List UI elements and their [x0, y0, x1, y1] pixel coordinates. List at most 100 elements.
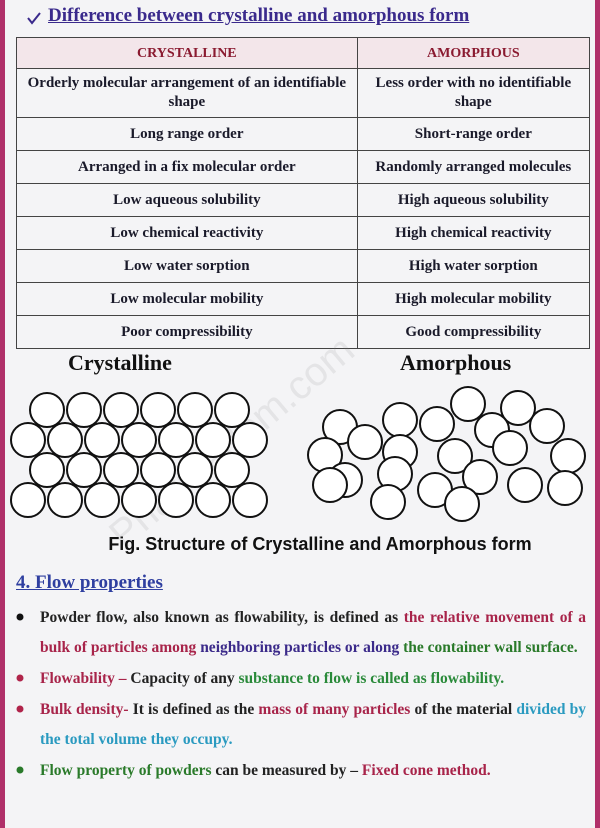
table-header: AMORPHOUS — [356, 37, 591, 69]
table-row: Arranged in a fix molecular order Randoml… — [16, 150, 591, 184]
bullet-dot-shape — [16, 705, 24, 713]
table-row: Long range order Short-range order — [16, 117, 591, 151]
molecule — [29, 452, 65, 488]
figure-label: Amorphous — [400, 350, 512, 375]
molecule — [84, 482, 120, 518]
bullet-text: mass of many particles — [258, 701, 415, 718]
molecule — [232, 422, 268, 458]
molecule — [66, 452, 102, 488]
molecule — [444, 486, 480, 522]
table-cell: High molecular mobility — [356, 282, 591, 316]
molecule — [140, 452, 176, 488]
molecule — [450, 386, 486, 422]
structure-figure — [10, 386, 586, 522]
table-row: Low water sorption High water sorption — [16, 249, 591, 283]
molecule — [370, 484, 406, 520]
molecule — [492, 430, 528, 466]
molecule — [382, 402, 418, 438]
comparison-table: CRYSTALLINE AMORPHOUS Orderly molecular … — [16, 37, 591, 349]
molecule — [462, 459, 498, 495]
molecule — [507, 467, 543, 503]
table-cell: High chemical reactivity — [356, 216, 591, 250]
bullet-item: Flowability – Capacity of any substance … — [16, 664, 586, 694]
bullet-dot — [16, 705, 24, 713]
molecule — [158, 422, 194, 458]
table-row: Low aqueous solubility High aqueous solub… — [16, 183, 591, 217]
check-icon — [27, 12, 41, 25]
molecule — [47, 482, 83, 518]
table-cell: High aqueous solubility — [356, 183, 591, 217]
molecule — [214, 392, 250, 428]
molecule — [10, 482, 46, 518]
molecule — [500, 390, 536, 426]
molecule — [140, 392, 176, 428]
bullet-text: the container wall surface. — [403, 639, 578, 656]
table-cell: Orderly molecular arrangement of an iden… — [16, 68, 358, 118]
table-cell: Less order with no identifiable shape — [356, 68, 591, 118]
bullet-text: Powder flow, also known as flowability, … — [40, 609, 404, 626]
table-cell: Good compressibility — [356, 315, 591, 349]
bullet-dot-shape — [16, 674, 24, 682]
molecule — [214, 452, 250, 488]
molecule — [195, 482, 231, 518]
bullet-dot-shape — [16, 766, 24, 774]
bullet-dot — [16, 613, 24, 621]
bullet-text: It is defined as the — [132, 701, 259, 718]
molecule — [121, 422, 157, 458]
molecule — [121, 482, 157, 518]
molecule — [103, 392, 139, 428]
molecule — [84, 422, 120, 458]
bullet-text: Bulk density- — [40, 701, 133, 718]
molecule — [529, 408, 565, 444]
table-cell: Low water sorption — [16, 249, 358, 283]
table-cell: High water sorption — [356, 249, 591, 283]
section-title-text: 4. Flow properties — [16, 572, 163, 593]
table-cell: Low chemical reactivity — [16, 216, 358, 250]
molecule — [47, 422, 83, 458]
bullet-text: of the material — [414, 701, 517, 718]
molecule — [547, 470, 583, 506]
figure-label: Crystalline — [68, 350, 172, 375]
table-cell: Long range order — [16, 117, 358, 151]
table-cell: Poor compressibility — [16, 315, 358, 349]
bullet-dot — [16, 674, 24, 682]
molecule — [195, 422, 231, 458]
bullet-text: Flow property of powders — [40, 762, 216, 779]
bullet-text: neighboring particles or along — [200, 639, 404, 656]
molecule — [10, 422, 46, 458]
table-cell: Randomly arranged molecules — [356, 150, 591, 184]
page-title: Difference between crystalline and amorp… — [48, 5, 470, 26]
bullet-text: substance to flow is called as flowabili… — [238, 670, 505, 687]
molecule — [29, 392, 65, 428]
molecule — [437, 438, 473, 474]
molecule — [66, 392, 102, 428]
bullet-text: Flowability – — [40, 670, 131, 687]
bullet-text: Fixed cone method. — [361, 762, 491, 779]
figure-caption: Fig. Structure of Crystalline and Amorph… — [108, 534, 532, 554]
bullet-text: Capacity of any — [130, 670, 239, 687]
molecule — [550, 438, 586, 474]
bullet-item: Bulk density- It is defined as the mass … — [16, 695, 586, 755]
table-row: Orderly molecular arrangement of an iden… — [16, 68, 591, 118]
bullet-dot — [16, 766, 24, 774]
molecule — [232, 482, 268, 518]
bullet-list: Powder flow, also known as flowability, … — [16, 603, 586, 787]
molecule — [158, 482, 194, 518]
bullet-dot-shape — [16, 613, 24, 621]
table-header: CRYSTALLINE — [16, 37, 358, 69]
molecule — [177, 452, 213, 488]
molecule — [177, 392, 213, 428]
table-cell: Short-range order — [356, 117, 591, 151]
bullet-text: can be measured by – — [215, 762, 362, 779]
table-row: Low chemical reactivity High chemical rea… — [16, 216, 591, 250]
molecule — [103, 452, 139, 488]
bullet-text: divided by the total volume they occupy. — [40, 701, 586, 748]
table-cell: Low molecular mobility — [16, 282, 358, 316]
molecule — [347, 424, 383, 460]
molecule — [419, 406, 455, 442]
molecule — [312, 467, 348, 503]
bullet-text: the relative movement of a bulk of parti… — [40, 609, 586, 656]
table-row: Low molecular mobility High molecular mob… — [16, 282, 591, 316]
